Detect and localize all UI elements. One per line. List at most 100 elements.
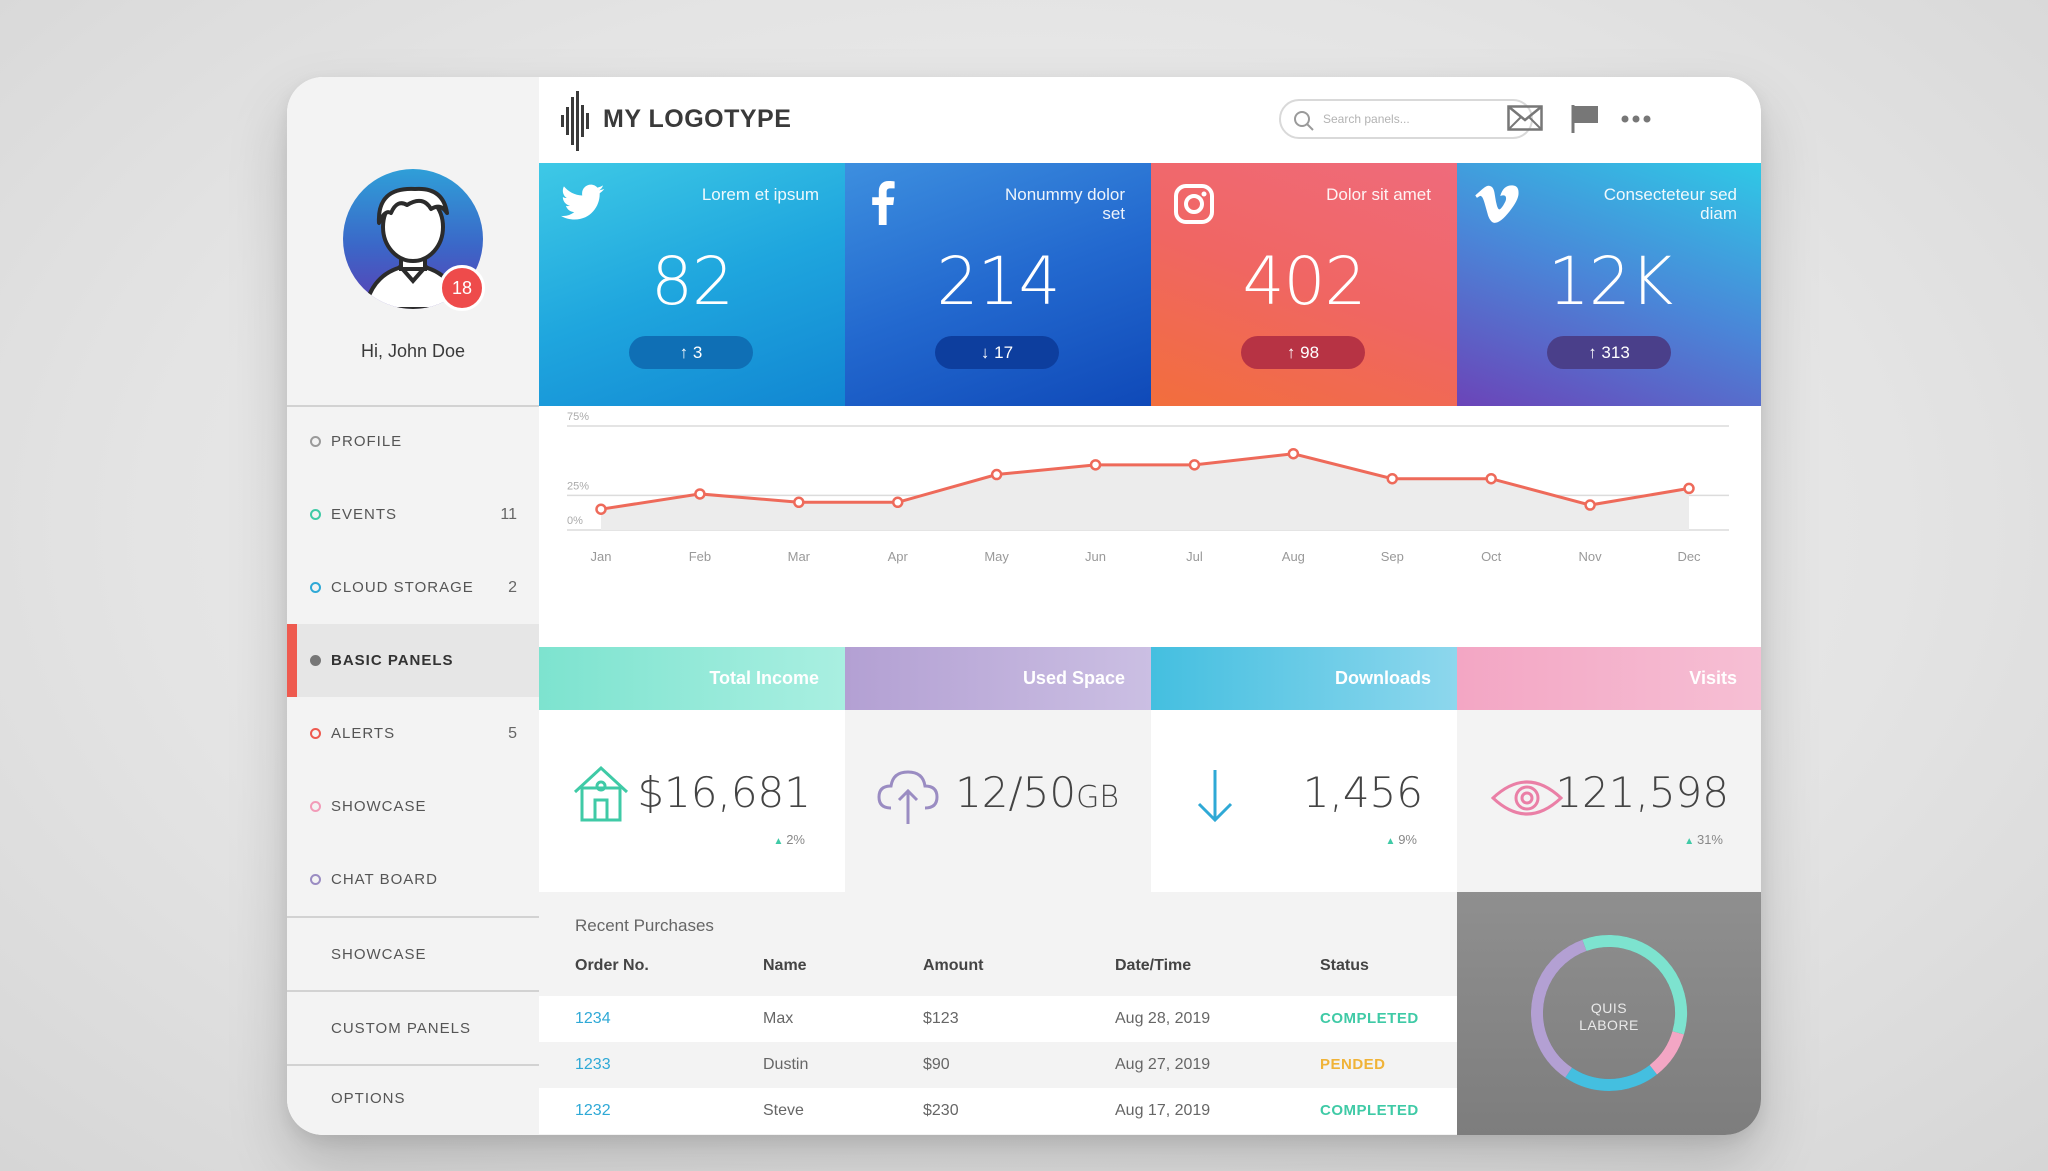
donut-chart[interactable] — [1457, 892, 1761, 1135]
used-space-card[interactable]: 12/50GB — [845, 710, 1151, 892]
user-avatar-wrap[interactable]: 18 — [343, 169, 485, 311]
column-header[interactable]: Order No. — [575, 957, 649, 974]
stat-value: $16,681 — [637, 768, 811, 817]
x-tick-label: Jul — [1186, 549, 1203, 564]
total-income-header: Total Income — [539, 647, 845, 710]
recent-purchases-table: Recent Purchases Order No. Name Amount D… — [539, 892, 1457, 1135]
sidebar-section-custom-panels[interactable]: CUSTOM PANELS — [287, 992, 539, 1065]
x-tick-label: Aug — [1282, 549, 1305, 564]
sidebar-section-options[interactable]: OPTIONS — [287, 1062, 539, 1135]
eye-icon — [1491, 780, 1563, 816]
vimeo-card[interactable]: Consecteteur sed diam 12K ↑ 313 — [1457, 163, 1761, 406]
stat-number: 12/50 — [955, 768, 1077, 817]
logo-text[interactable]: MY LOGOTYPE — [603, 105, 792, 133]
y-tick-label: 25% — [567, 480, 589, 492]
column-header[interactable]: Date/Time — [1115, 957, 1192, 974]
sidebar: 18 Hi, John Doe PROFILE EVENTS 11 CLOUD … — [287, 77, 539, 1135]
stat-unit: GB — [1076, 780, 1119, 815]
data-point — [595, 503, 607, 515]
delta-value: 31% — [1696, 832, 1723, 847]
name-cell: Steve — [763, 1102, 804, 1119]
change-value: 17 — [994, 343, 1014, 362]
series-line — [600, 452, 1690, 511]
table-row[interactable]: 1234 Max $123 Aug 28, 2019 COMPLETED — [539, 996, 1457, 1042]
arrow-up-icon: ↑ — [679, 343, 693, 362]
sidebar-item-chat-board[interactable]: CHAT BOARD — [287, 843, 539, 916]
card-title: Consecteteur sed diam — [1603, 185, 1737, 223]
status-dot — [310, 509, 321, 520]
status-badge: COMPLETED — [1320, 1102, 1419, 1119]
x-tick-label: Apr — [888, 549, 909, 564]
donut-segment[interactable] — [1517, 921, 1702, 1106]
sidebar-item-events[interactable]: EVENTS 11 — [287, 478, 539, 551]
y-tick-label: 0% — [567, 515, 583, 527]
facebook-card[interactable]: Nonummy dolor set 214 ↓ 17 — [845, 163, 1151, 406]
donut-label-line: QUIS — [1590, 1000, 1628, 1016]
table-row[interactable]: 1232 Steve $230 Aug 17, 2019 COMPLETED — [539, 1088, 1457, 1134]
column-header[interactable]: Name — [763, 957, 807, 974]
sidebar-item-cloud-storage[interactable]: CLOUD STORAGE 2 — [287, 551, 539, 624]
triangle-up-icon: ▲ — [773, 836, 787, 847]
date-cell: Aug 17, 2019 — [1115, 1102, 1211, 1119]
name-cell: Max — [763, 1010, 794, 1027]
order-link[interactable]: 1232 — [575, 1102, 611, 1119]
sidebar-item-label: EVENTS — [331, 506, 398, 523]
card-value: 82 — [651, 243, 734, 320]
cloud-upload-icon — [877, 770, 939, 824]
sidebar-item-showcase[interactable]: SHOWCASE — [287, 770, 539, 843]
sidebar-item-label: CLOUD STORAGE — [331, 579, 474, 596]
sidebar-item-label: SHOWCASE — [331, 798, 427, 815]
vimeo-icon — [1475, 185, 1519, 223]
x-tick-label: Nov — [1579, 549, 1603, 564]
total-income-card[interactable]: $16,681 ▲ 2% — [539, 710, 845, 892]
stat-value: 121,598 — [1555, 768, 1729, 817]
divider — [287, 405, 539, 407]
downloads-card[interactable]: 1,456 ▲ 9% — [1151, 710, 1457, 892]
column-header[interactable]: Amount — [923, 957, 984, 974]
sidebar-item-count: 11 — [500, 505, 517, 523]
sidebar-item-alerts[interactable]: ALERTS 5 — [287, 697, 539, 770]
sidebar-item-basic-panels[interactable]: BASIC PANELS — [287, 624, 539, 697]
twitter-card[interactable]: Lorem et ipsum 82 ↑ 3 — [539, 163, 845, 406]
arrow-up-icon: ↑ — [1286, 343, 1301, 362]
data-point — [1089, 459, 1102, 471]
instagram-card[interactable]: Dolor sit amet 402 ↑ 98 — [1151, 163, 1457, 406]
data-point — [1485, 472, 1497, 485]
column-header[interactable]: Status — [1320, 957, 1369, 974]
search-box[interactable] — [1279, 99, 1533, 139]
data-point — [891, 496, 904, 509]
donut-segment[interactable] — [1517, 921, 1702, 1106]
stat-delta: ▲ 2% — [774, 832, 805, 847]
flag-icon[interactable] — [1569, 103, 1601, 135]
stat-delta: ▲ 31% — [1684, 832, 1723, 847]
card-value: 214 — [936, 243, 1061, 320]
stat-value: 1,456 — [1302, 768, 1423, 817]
instagram-icon — [1174, 184, 1214, 224]
visits-header: Visits — [1457, 647, 1761, 710]
table-title: Recent Purchases — [575, 916, 714, 935]
used-space-header: Used Space — [845, 647, 1151, 710]
change-pill: ↓ 17 — [935, 336, 1059, 369]
status-dot — [310, 728, 321, 739]
change-value: 98 — [1300, 343, 1320, 362]
notification-badge[interactable]: 18 — [439, 265, 485, 311]
sidebar-section-showcase[interactable]: SHOWCASE — [287, 918, 539, 991]
card-value: 12K — [1547, 243, 1673, 320]
avatar[interactable] — [343, 169, 483, 309]
mail-icon[interactable] — [1507, 105, 1543, 131]
table-row[interactable]: 1233 Dustin $90 Aug 27, 2019 PENDED — [539, 1042, 1457, 1088]
more-icon[interactable] — [1621, 115, 1651, 123]
amount-cell: $123 — [923, 1010, 959, 1027]
sidebar-item-profile[interactable]: PROFILE — [287, 405, 539, 478]
order-link[interactable]: 1234 — [575, 1010, 611, 1027]
search-input[interactable] — [1323, 107, 1523, 131]
sidebar-item-label: ALERTS — [331, 725, 396, 742]
triangle-up-icon: ▲ — [1385, 836, 1399, 847]
order-link[interactable]: 1233 — [575, 1056, 611, 1073]
sidebar-item-count: 5 — [508, 724, 517, 742]
facebook-icon — [872, 181, 895, 225]
status-badge: COMPLETED — [1320, 1010, 1419, 1027]
visits-card[interactable]: 121,598 ▲ 31% — [1457, 710, 1761, 892]
sidebar-section-label: CUSTOM PANELS — [331, 1020, 471, 1037]
change-value: 3 — [692, 343, 703, 362]
